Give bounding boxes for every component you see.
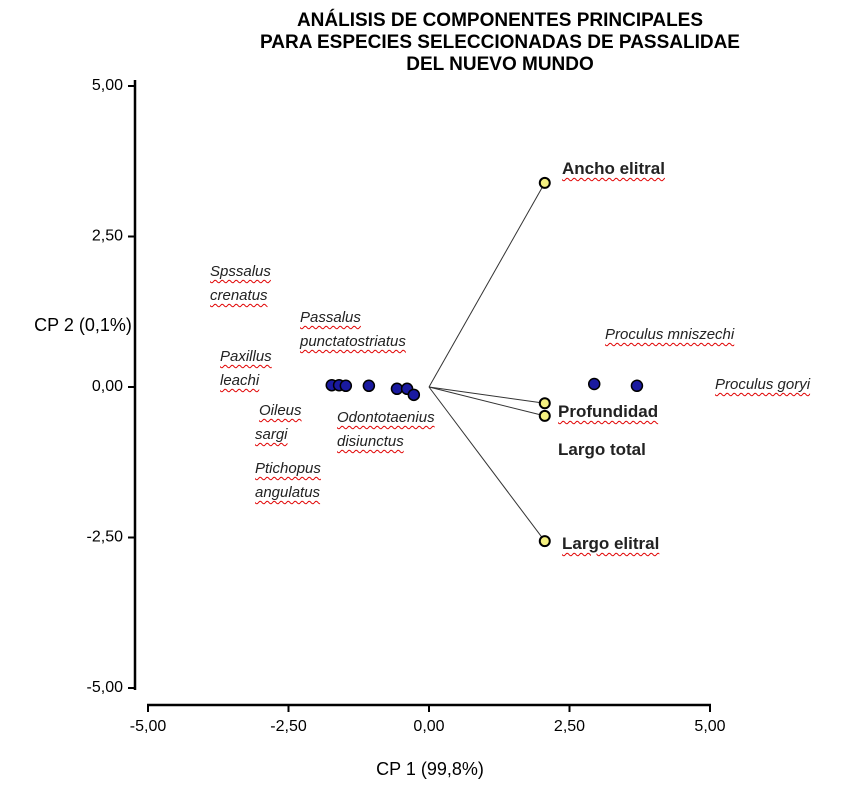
x-tick-label: 2,50 xyxy=(554,718,585,735)
loading-vector xyxy=(428,386,545,417)
x-tick-label: 0,00 xyxy=(413,718,444,735)
species-label: Ptichopus xyxy=(255,460,321,477)
point xyxy=(630,379,644,393)
vector-label: Ancho elitral xyxy=(562,159,665,178)
point xyxy=(407,388,421,402)
vector-label: Profundidad xyxy=(558,402,659,421)
x-tick-label: 5,00 xyxy=(694,718,725,735)
point xyxy=(390,382,404,396)
x-axis-label: CP 1 (99,8%) xyxy=(376,759,484,779)
species-label: punctatostriatus xyxy=(300,333,406,350)
species-label: leachi xyxy=(220,372,260,389)
species-label: Paxillus xyxy=(220,348,272,365)
loading-vector xyxy=(428,182,546,388)
vector-point xyxy=(538,409,551,422)
y-tick-label: -5,00 xyxy=(87,679,124,696)
point xyxy=(587,377,601,391)
chart-title: PARA ESPECIES SELECCIONADAS DE PASSALIDA… xyxy=(259,32,740,53)
point xyxy=(362,379,376,393)
chart-title: DEL NUEVO MUNDO xyxy=(406,54,594,75)
x-tick-label: -5,00 xyxy=(130,718,167,735)
species-label: Oileus xyxy=(259,402,302,419)
y-tick-label: 0,00 xyxy=(92,378,123,395)
loading-vector xyxy=(428,386,546,542)
y-axis-label: CP 2 (0,1%) xyxy=(34,315,132,335)
species-label: crenatus xyxy=(210,287,268,304)
x-tick-label: -2,50 xyxy=(270,718,307,735)
species-label: disiunctus xyxy=(337,433,404,450)
vector-point xyxy=(538,397,551,410)
species-label: Proculus goryi xyxy=(715,376,811,393)
species-label: Proculus mniszechi xyxy=(605,326,735,343)
species-label: Spssalus xyxy=(210,263,271,280)
species-label: Odontotaenius xyxy=(337,409,435,426)
vector-point xyxy=(538,535,551,548)
species-label: sargi xyxy=(255,426,288,443)
species-label: Passalus xyxy=(300,309,361,326)
point xyxy=(339,379,353,393)
chart-title: ANÁLISIS DE COMPONENTES PRINCIPALES xyxy=(296,10,704,31)
y-tick-label: 5,00 xyxy=(92,77,123,94)
vector-label: Largo elitral xyxy=(562,534,660,553)
vector-label: Largo total xyxy=(558,440,646,459)
y-tick-label: 2,50 xyxy=(92,228,123,245)
species-label: angulatus xyxy=(255,484,321,501)
loading-vector xyxy=(428,386,545,404)
vector-point xyxy=(538,176,551,189)
y-tick-label: -2,50 xyxy=(87,529,124,546)
